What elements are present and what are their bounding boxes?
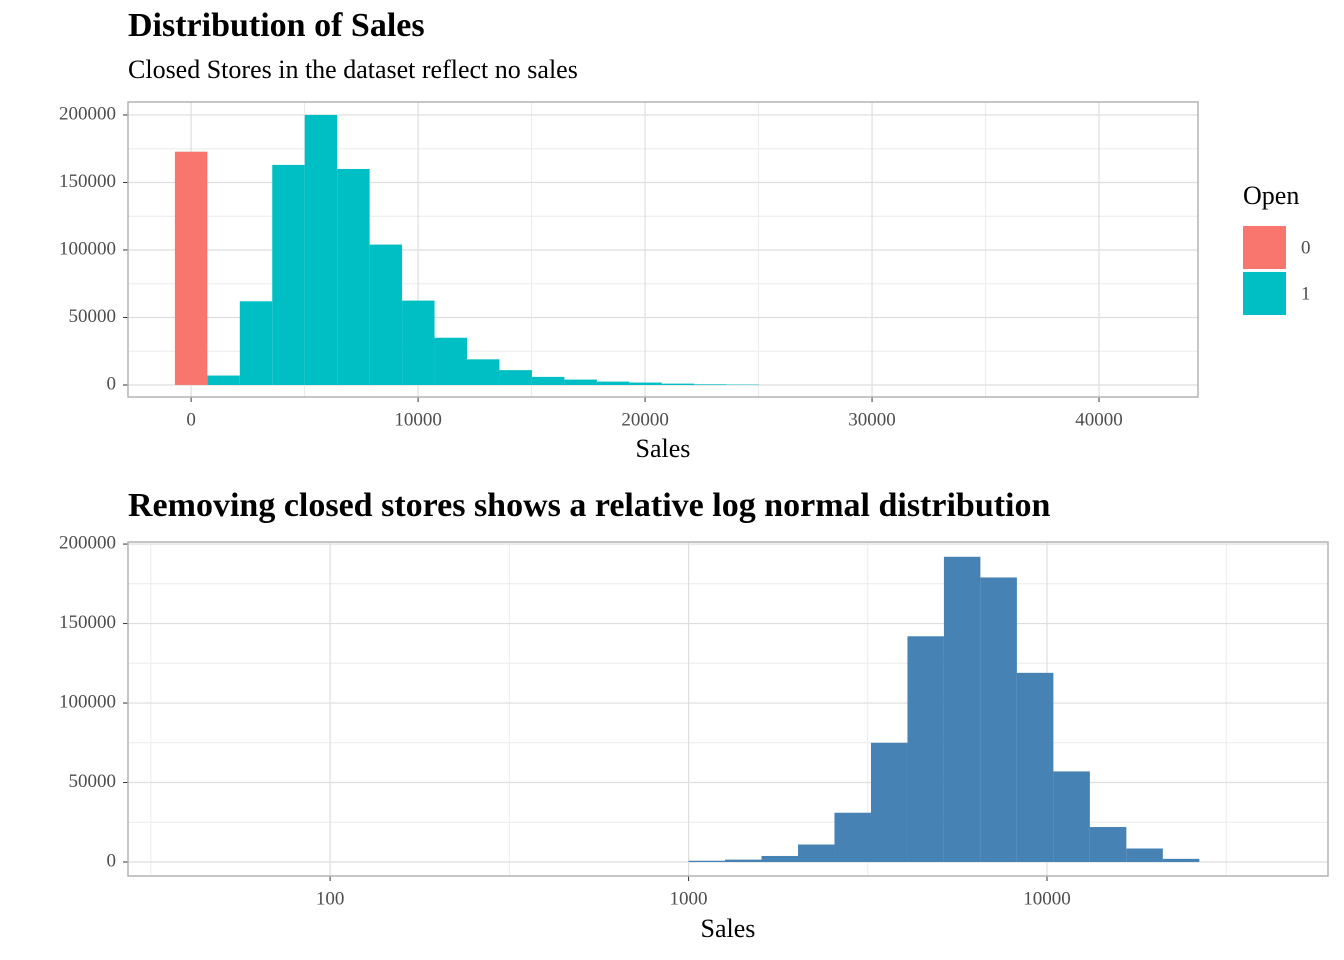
bar	[943, 556, 981, 863]
bar	[272, 164, 305, 385]
bar	[207, 375, 240, 385]
bar	[1162, 858, 1200, 863]
y-tick-label: 150000	[59, 612, 116, 633]
chart-subtitle: Closed Stores in the dataset reflect no …	[128, 55, 578, 84]
panel-border	[127, 101, 1199, 398]
y-tick-label: 50000	[69, 771, 117, 792]
bar	[402, 300, 435, 385]
x-axis-label: Sales	[636, 434, 691, 463]
bar	[1053, 771, 1090, 863]
y-tick-label: 200000	[59, 103, 116, 124]
legend-label: 1	[1301, 283, 1311, 304]
bar	[661, 383, 695, 385]
bar	[596, 381, 630, 385]
bar	[907, 636, 944, 863]
bar	[694, 384, 727, 385]
x-tick-label: 10000	[394, 409, 442, 430]
bar	[466, 359, 500, 385]
bar	[239, 301, 273, 385]
legend-label: 0	[1301, 237, 1311, 258]
x-axis-label: Sales	[701, 914, 756, 943]
bar	[499, 370, 532, 385]
bar	[531, 376, 565, 385]
bar	[798, 844, 835, 863]
y-tick-label: 0	[107, 373, 117, 394]
y-tick-label: 50000	[69, 306, 117, 327]
bar	[761, 855, 799, 863]
y-tick-label: 100000	[59, 238, 116, 259]
x-tick-label: 10000	[1023, 888, 1071, 909]
bar	[1089, 827, 1127, 863]
bar	[564, 379, 597, 385]
legend-title: Open	[1243, 181, 1299, 210]
bar	[174, 151, 208, 385]
x-tick-label: 1000	[670, 888, 708, 909]
bar	[434, 337, 467, 385]
legend-swatch	[1243, 272, 1286, 315]
panel-border	[127, 541, 1329, 877]
bar	[1126, 848, 1163, 863]
bar	[304, 114, 338, 385]
x-tick-label: 0	[186, 409, 196, 430]
y-tick-label: 100000	[59, 691, 116, 712]
y-tick-label: 0	[107, 850, 117, 871]
chart-title: Removing closed stores shows a relative …	[128, 487, 1050, 524]
bar	[1016, 672, 1054, 863]
bar	[629, 382, 662, 385]
x-tick-label: 30000	[848, 409, 896, 430]
legend-swatch	[1243, 226, 1286, 269]
bar	[980, 577, 1017, 863]
bar	[834, 812, 871, 863]
y-tick-label: 200000	[59, 532, 116, 553]
bar	[688, 860, 726, 863]
bar	[369, 244, 403, 385]
x-tick-label: 100	[316, 888, 345, 909]
bar	[870, 742, 908, 863]
x-tick-label: 40000	[1075, 409, 1123, 430]
x-tick-label: 20000	[621, 409, 669, 430]
bar	[337, 168, 370, 385]
y-tick-label: 150000	[59, 171, 116, 192]
chart-title: Distribution of Sales	[128, 7, 425, 44]
bar	[725, 859, 762, 863]
